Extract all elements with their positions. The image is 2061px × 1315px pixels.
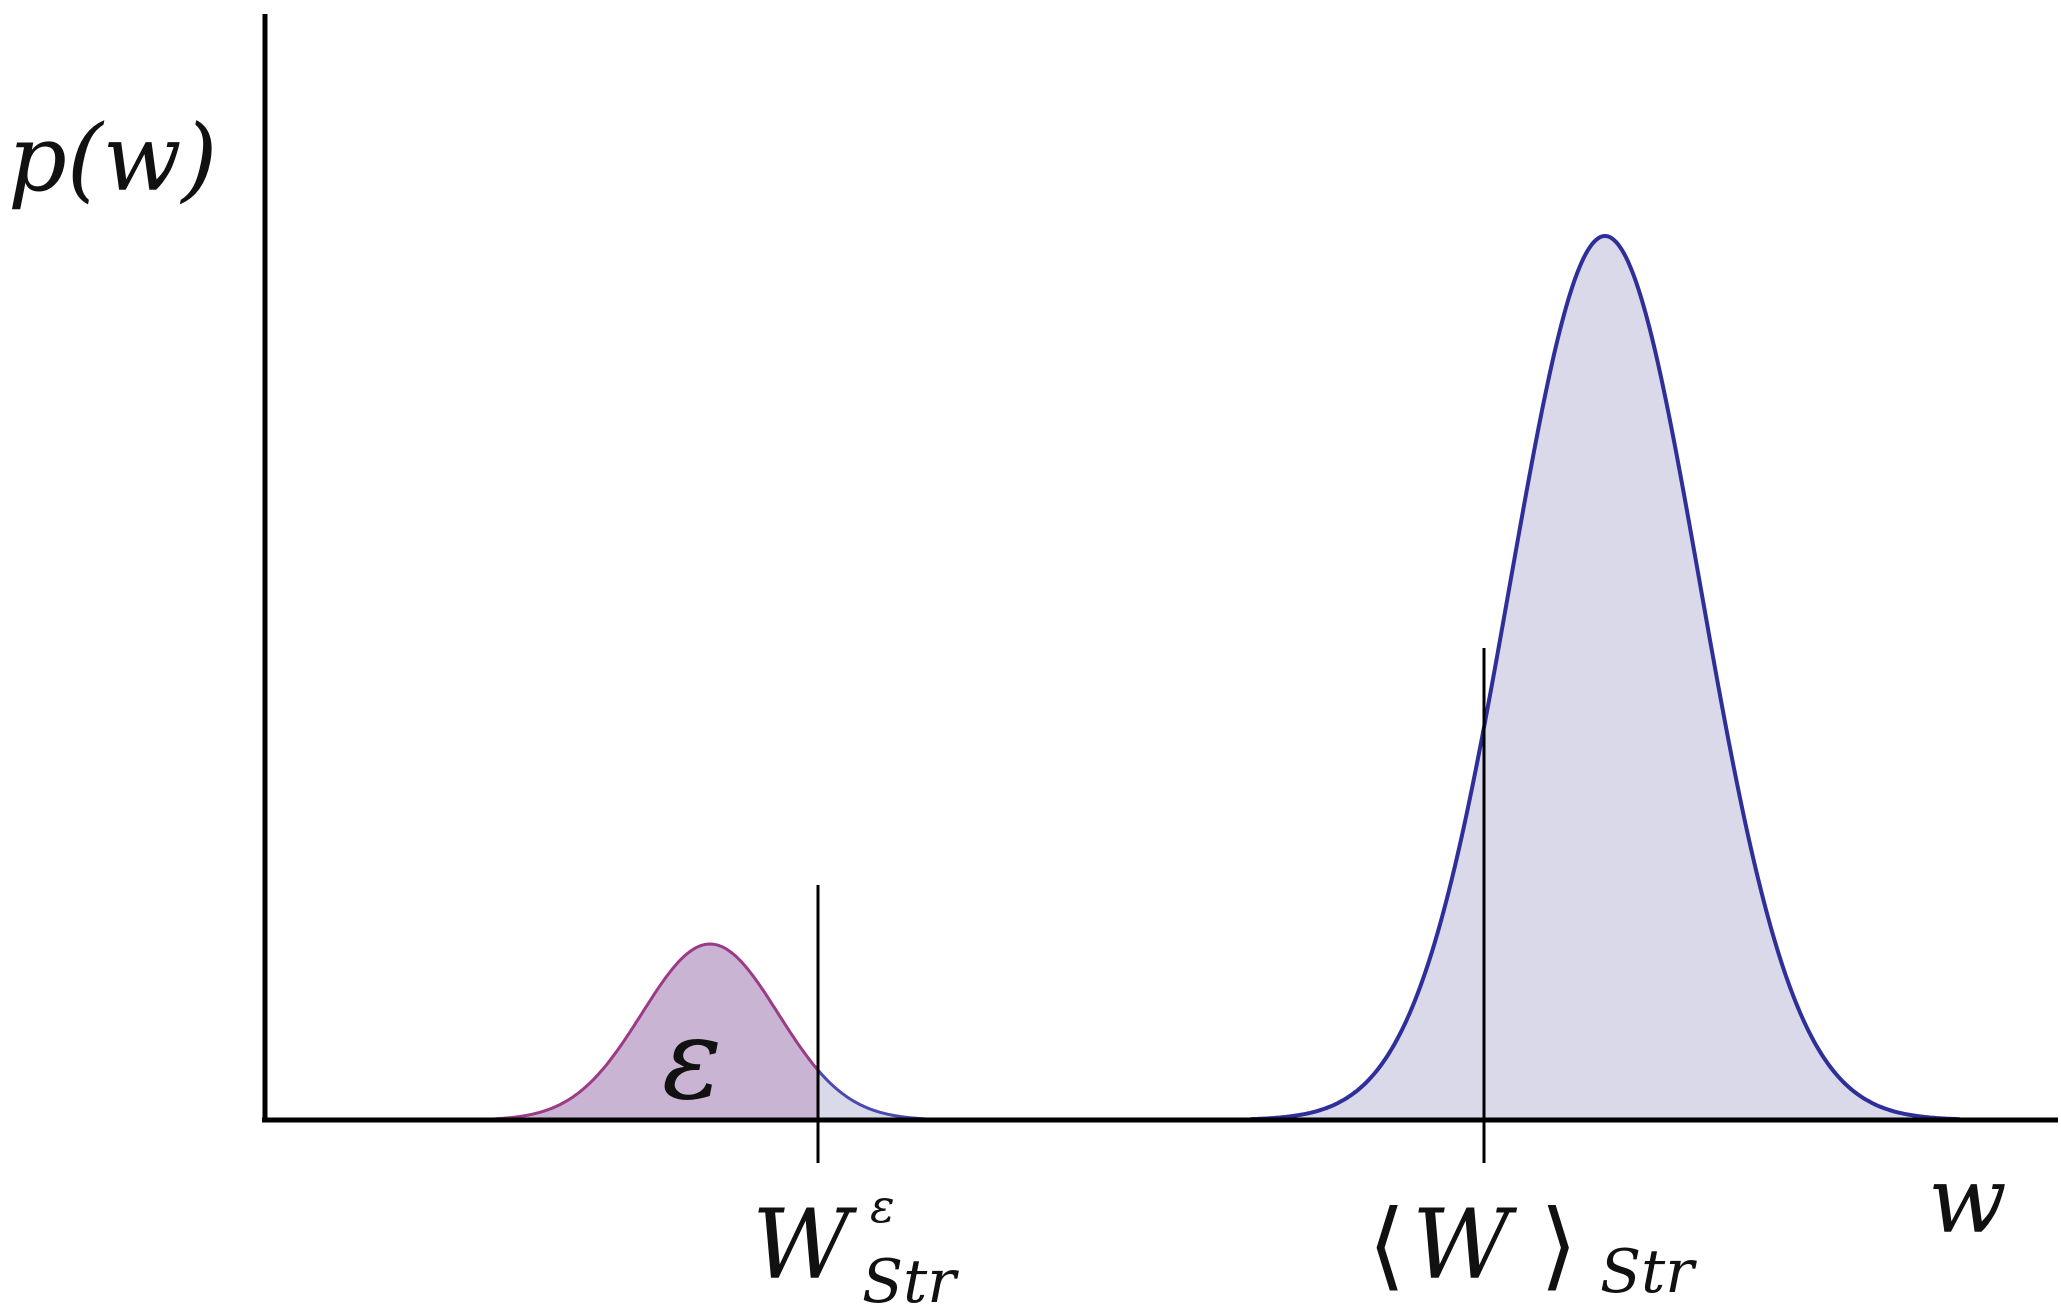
x-axis-label: w bbox=[1928, 1147, 2007, 1254]
svg-text:W: W bbox=[752, 1189, 858, 1301]
threshold-label: W ε Str bbox=[752, 1179, 959, 1315]
svg-text:Str: Str bbox=[1600, 1237, 1697, 1307]
svg-text:⟩: ⟩ bbox=[1540, 1189, 1577, 1301]
large-distribution-area bbox=[1250, 236, 1960, 1120]
large-distribution-curve bbox=[1249, 234, 1961, 1122]
y-axis-label: p(w) bbox=[8, 105, 217, 212]
epsilon-label: ε bbox=[662, 995, 722, 1125]
svg-text:Str: Str bbox=[862, 1247, 959, 1315]
svg-text:W: W bbox=[1412, 1189, 1518, 1301]
mean-label: ⟨ W ⟩ Str bbox=[1368, 1189, 1697, 1307]
epsilon-shaded-area bbox=[400, 944, 818, 1120]
svg-text:⟨: ⟨ bbox=[1368, 1189, 1405, 1301]
svg-text:ε: ε bbox=[870, 1179, 895, 1233]
